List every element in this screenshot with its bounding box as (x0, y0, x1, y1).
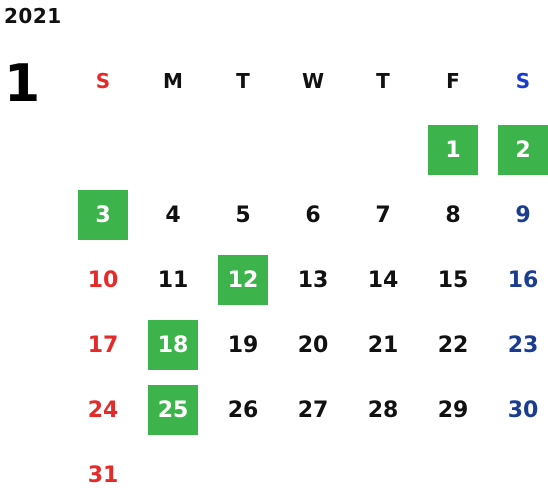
day-cell[interactable]: 19 (227, 332, 259, 358)
day-cell[interactable]: 29 (437, 397, 469, 423)
day-cell[interactable]: 3 (78, 190, 128, 240)
day-cell[interactable]: 30 (507, 397, 539, 423)
day-cell[interactable]: 11 (157, 267, 189, 293)
weekday-header-row: S M T W T F S (70, 56, 548, 108)
day-cell[interactable]: 31 (87, 462, 119, 488)
day-cell[interactable]: 9 (515, 202, 531, 228)
week-row: 31 (70, 450, 548, 502)
day-cell[interactable]: 6 (305, 202, 321, 228)
day-cell[interactable]: 12 (218, 255, 268, 305)
day-cell[interactable]: 1 (428, 125, 478, 175)
week-row: 3 4 5 6 7 8 9 (70, 190, 548, 242)
weekday-header-fri: F (446, 69, 460, 93)
weekday-header-thu: T (376, 69, 390, 93)
day-cell[interactable]: 25 (148, 385, 198, 435)
weekday-header-sat: S (515, 69, 531, 93)
day-cell[interactable]: 10 (87, 267, 119, 293)
day-cell[interactable]: 16 (507, 267, 539, 293)
day-cell[interactable]: 4 (165, 202, 181, 228)
day-cell[interactable]: 14 (367, 267, 399, 293)
day-cell[interactable]: 23 (507, 332, 539, 358)
year-label: 2021 (4, 4, 62, 28)
day-cell[interactable]: 18 (148, 320, 198, 370)
day-cell[interactable]: 17 (87, 332, 119, 358)
day-cell[interactable]: 13 (297, 267, 329, 293)
day-cell[interactable]: 21 (367, 332, 399, 358)
week-row: 10 11 12 13 14 15 16 (70, 255, 548, 307)
day-cell[interactable]: 24 (87, 397, 119, 423)
weekday-header-tue: T (236, 69, 250, 93)
day-cell[interactable]: 28 (367, 397, 399, 423)
week-row: 24 25 26 27 28 29 30 (70, 385, 548, 437)
day-cell[interactable]: 15 (437, 267, 469, 293)
day-cell[interactable]: 27 (297, 397, 329, 423)
weekday-header-mon: M (163, 69, 183, 93)
day-cell[interactable]: 8 (445, 202, 461, 228)
day-cell[interactable]: 20 (297, 332, 329, 358)
day-cell[interactable]: 2 (498, 125, 548, 175)
month-number: 1 (4, 54, 41, 114)
day-cell[interactable]: 7 (375, 202, 391, 228)
weekday-header-wed: W (301, 69, 325, 93)
week-row: 17 18 19 20 21 22 23 (70, 320, 548, 372)
week-row: 1 2 (70, 125, 548, 177)
day-cell[interactable]: 22 (437, 332, 469, 358)
day-cell[interactable]: 5 (235, 202, 251, 228)
weekday-header-sun: S (95, 69, 111, 93)
day-cell[interactable]: 26 (227, 397, 259, 423)
